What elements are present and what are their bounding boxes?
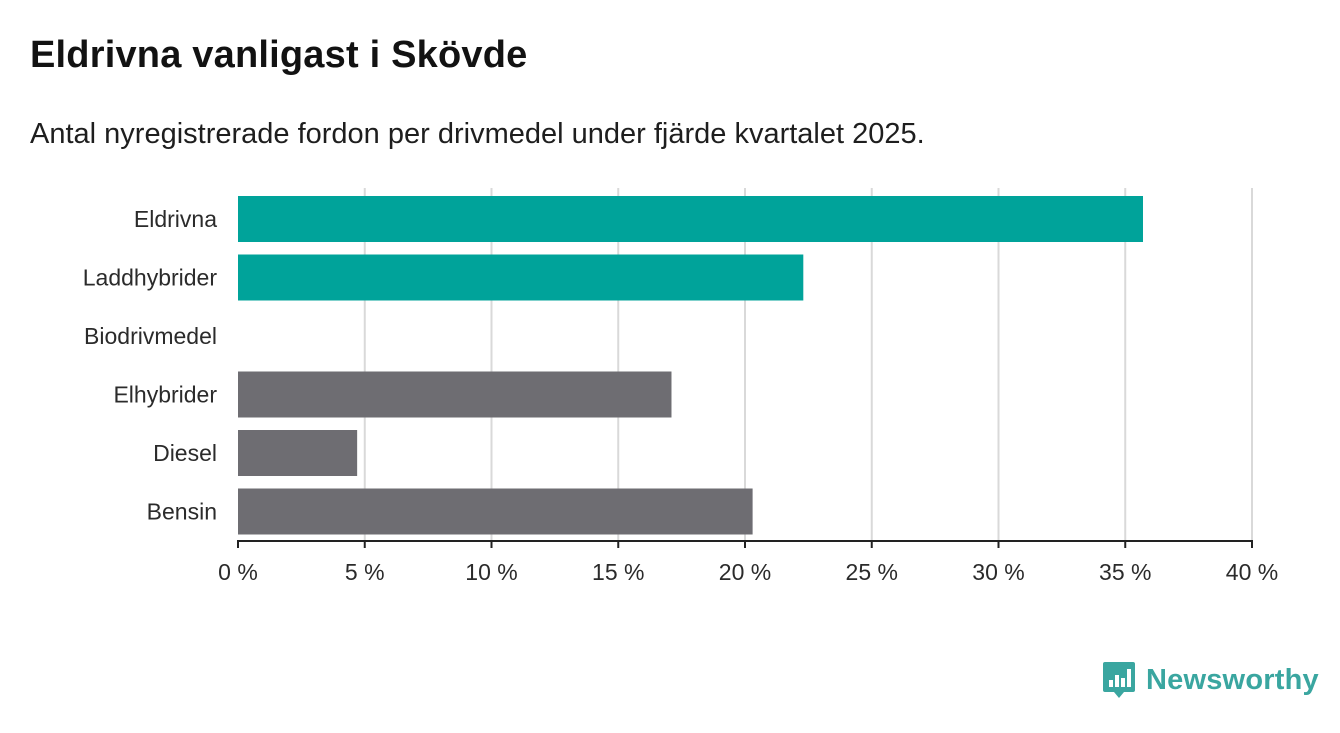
category-label: Bensin [147,499,217,525]
x-tick-label: 10 % [465,559,517,585]
x-tick-label: 5 % [345,559,385,585]
brand-name: Newsworthy [1146,663,1319,696]
category-label: Biodrivmedel [84,323,217,349]
category-label: Eldrivna [134,206,217,232]
x-tick-label: 35 % [1099,559,1151,585]
newsworthy-logo-icon [1103,662,1135,698]
bar-elhybrider [238,371,672,418]
x-tick-label: 15 % [592,559,644,585]
x-tick-label: 20 % [719,559,771,585]
bars [238,196,1143,535]
chart-subtitle: Antal nyregistrerade fordon per drivmede… [30,118,925,150]
x-tick-label: 40 % [1226,559,1278,585]
bar-bensin [238,488,753,535]
x-tick-label: 30 % [972,559,1024,585]
bar-eldrivna [238,196,1143,242]
bar-laddhybrider [238,254,804,301]
bar-diesel [238,430,358,476]
category-labels: Eldrivna Laddhybrider Biodrivmedel Elhybrid… [83,206,218,525]
brand-logo: Newsworthy [1102,660,1319,700]
category-label: Laddhybrider [83,265,218,291]
category-label: Elhybrider [113,382,217,408]
x-axis: 0 % 5 % 10 % 15 % 20 % 25 % 30 % 35 % 40 % [218,540,1278,585]
chart-title: Eldrivna vanligast i Skövde [30,34,528,76]
category-label: Diesel [153,440,217,466]
gridlines [363,188,1253,541]
x-tick-label: 25 % [846,559,898,585]
x-tick-label: 0 % [218,559,258,585]
